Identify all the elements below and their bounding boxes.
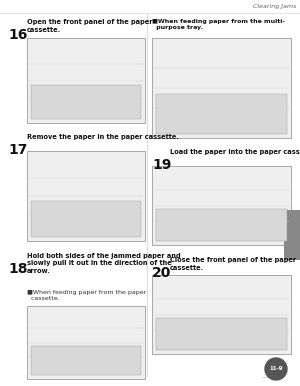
Text: 16: 16: [8, 28, 27, 42]
Bar: [156, 209, 287, 241]
Text: 17: 17: [8, 143, 27, 157]
Bar: [152, 275, 291, 354]
Bar: [31, 346, 141, 375]
Bar: [27, 151, 145, 241]
Text: Clearing Jams: Clearing Jams: [253, 4, 296, 9]
Text: 11-9: 11-9: [269, 366, 283, 371]
Bar: [156, 318, 287, 350]
Bar: [27, 38, 145, 123]
Bar: [31, 85, 141, 119]
Text: Close the front panel of the paper
cassette.: Close the front panel of the paper casse…: [170, 257, 296, 271]
Bar: [31, 201, 141, 237]
Bar: [152, 166, 291, 245]
Text: Hold both sides of the jammed paper and
slowly pull it out in the direction of t: Hold both sides of the jammed paper and …: [27, 253, 181, 274]
Bar: [284, 210, 300, 260]
Text: 19: 19: [152, 158, 171, 172]
Text: ■When feeding paper from the paper
  cassette.: ■When feeding paper from the paper casse…: [27, 290, 146, 301]
Bar: [152, 38, 291, 138]
Text: Remove the paper in the paper cassette.: Remove the paper in the paper cassette.: [27, 134, 179, 140]
Text: ■When feeding paper from the multi-
  purpose tray.: ■When feeding paper from the multi- purp…: [152, 19, 285, 30]
Text: ... →: ... →: [262, 374, 275, 379]
Text: Load the paper into the paper cassette.: Load the paper into the paper cassette.: [170, 149, 300, 155]
Bar: [156, 94, 287, 134]
Bar: [27, 306, 145, 379]
Text: Open the front panel of the paper
cassette.: Open the front panel of the paper casset…: [27, 19, 152, 32]
Text: 20: 20: [152, 266, 171, 280]
Circle shape: [265, 358, 287, 380]
Text: 18: 18: [8, 262, 28, 276]
